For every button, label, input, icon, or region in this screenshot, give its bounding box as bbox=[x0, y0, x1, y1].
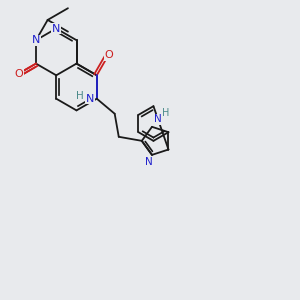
Text: H: H bbox=[162, 108, 169, 118]
Text: N: N bbox=[32, 35, 40, 45]
Text: H: H bbox=[76, 91, 84, 101]
Text: N: N bbox=[52, 23, 60, 34]
Text: N: N bbox=[86, 94, 94, 104]
Text: O: O bbox=[104, 50, 113, 60]
Text: N: N bbox=[154, 114, 162, 124]
Text: O: O bbox=[14, 68, 23, 79]
Text: N: N bbox=[145, 158, 153, 167]
